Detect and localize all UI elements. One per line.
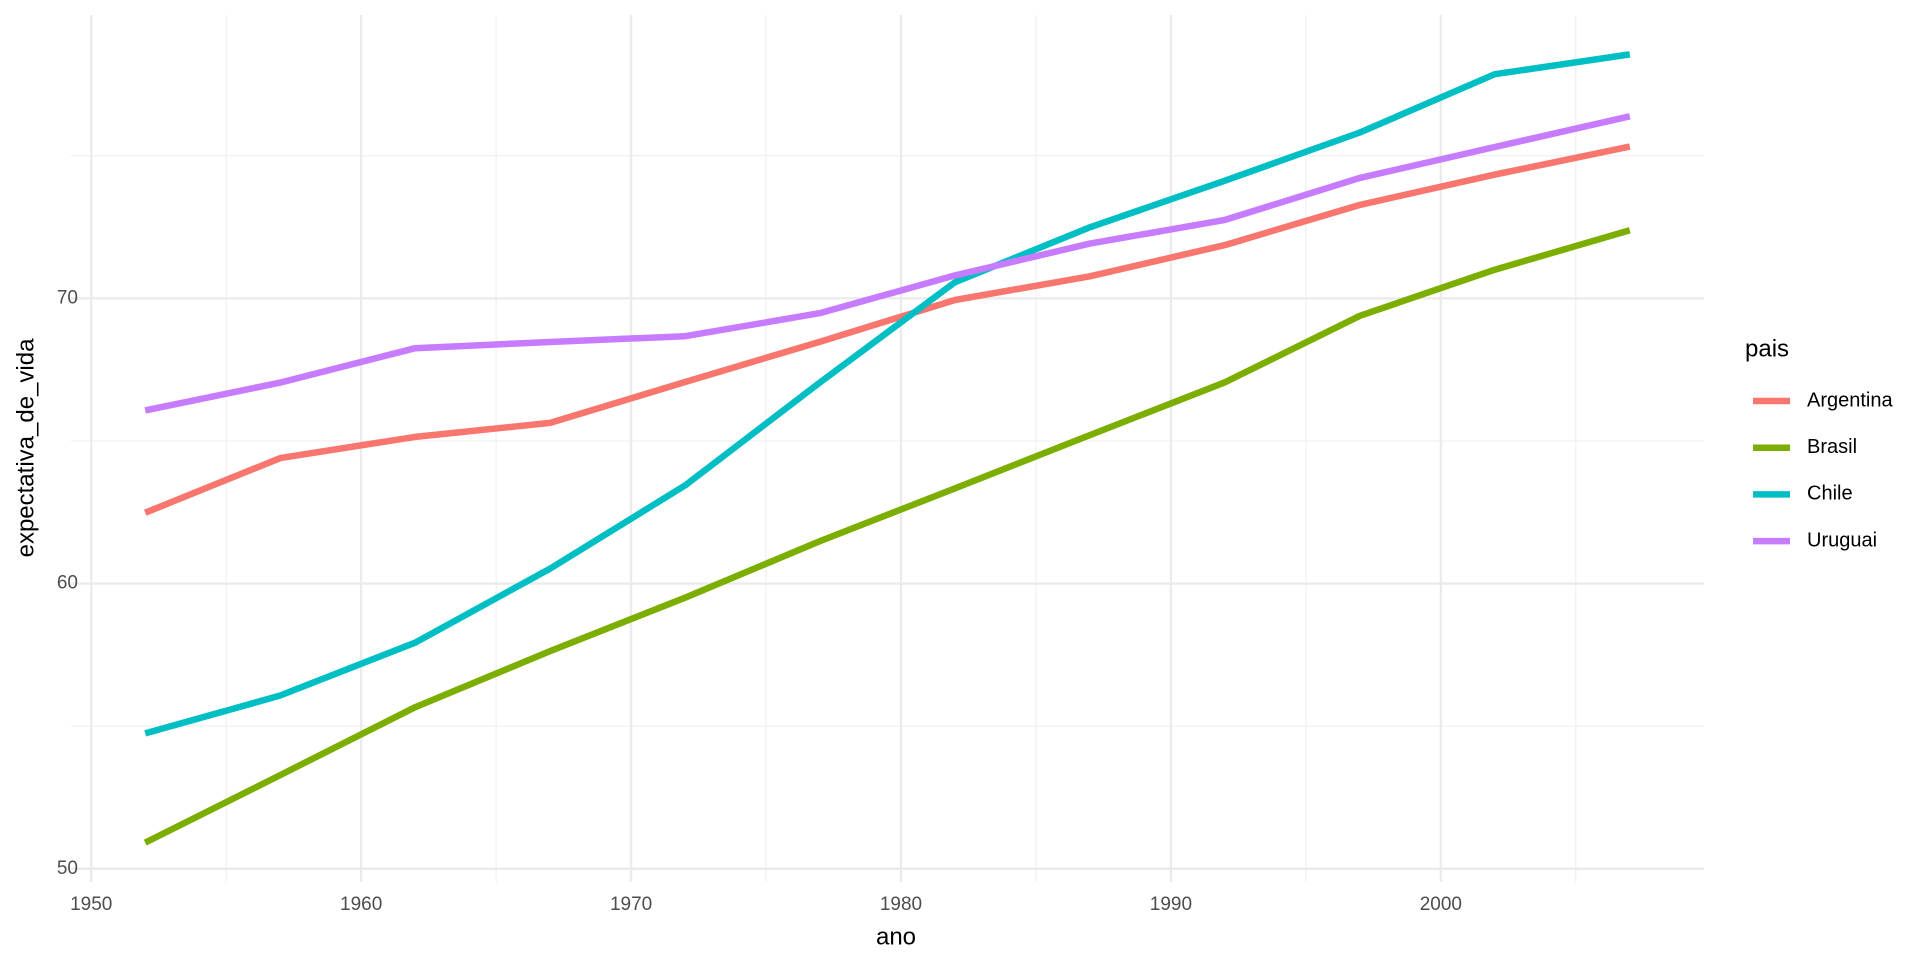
legend-label: Brasil [1807,436,1857,458]
legend-label: Chile [1807,483,1853,505]
series-line [144,51,1631,737]
y-tick-label: 50 [57,858,78,879]
y-tick-label: 60 [57,573,78,594]
grid [71,15,1704,882]
series-line [143,143,1631,516]
x-tick-label: 1990 [1150,894,1192,915]
series-line [143,227,1631,846]
legend-label: Argentina [1807,389,1893,411]
x-tick-label: 2000 [1420,894,1462,915]
series-line [144,113,1631,414]
x-tick-label: 1960 [340,894,382,915]
y-axis-title: expectativa_de_vida [12,338,39,557]
legend-title: pais [1745,335,1789,362]
x-axis-title: ano [876,923,916,950]
x-tick-label: 1970 [610,894,652,915]
x-tick-label: 1950 [70,894,112,915]
x-tick-label: 1980 [880,894,922,915]
y-tick-label: 70 [57,287,78,308]
legend-label: Uruguai [1807,529,1877,551]
lines [143,51,1631,846]
